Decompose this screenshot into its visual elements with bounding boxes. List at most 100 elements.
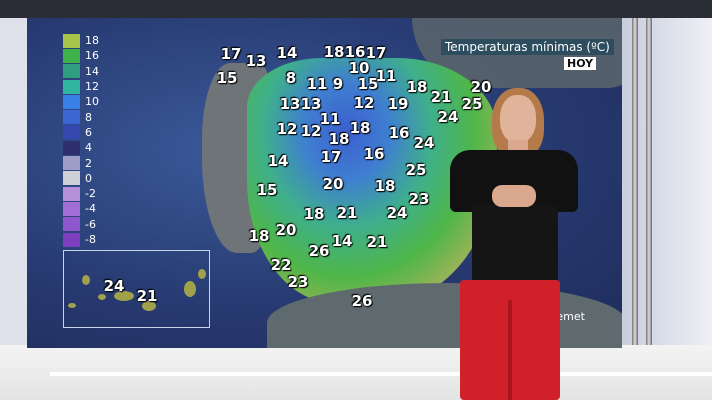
- temperature-label: 15: [357, 75, 379, 93]
- legend-label: 10: [85, 95, 99, 109]
- temperature-label: 24: [413, 134, 435, 152]
- temperature-label: 17: [320, 148, 342, 166]
- pillar: [632, 18, 638, 363]
- legend-swatch: [63, 140, 80, 155]
- temperature-label: 24: [103, 277, 125, 295]
- legend-swatch: [63, 64, 80, 79]
- temperature-label: 25: [405, 161, 427, 179]
- map-title: Temperaturas mínimas (ºC): [441, 39, 614, 55]
- day-badge: HOY: [564, 57, 597, 70]
- temperature-label: 17: [220, 45, 242, 63]
- legend-swatch: [63, 48, 80, 63]
- legend-entry: -2: [63, 186, 99, 201]
- legend-label: 0: [85, 171, 92, 185]
- legend-entry: 18: [63, 33, 99, 48]
- legend-label: -6: [85, 217, 96, 231]
- temperature-label: 14: [267, 152, 289, 170]
- temperature-label: 25: [461, 95, 483, 113]
- legend-label: 12: [85, 80, 99, 94]
- temperature-label: 13: [300, 95, 322, 113]
- temperature-label: 21: [336, 204, 358, 222]
- temperature-label: 16: [344, 43, 366, 61]
- temperature-label: 24: [437, 108, 459, 126]
- temperature-label: 21: [430, 88, 452, 106]
- legend-entry: 12: [63, 79, 99, 94]
- legend-label: 8: [85, 110, 92, 124]
- temperature-label: 13: [279, 95, 301, 113]
- legend-entry: -6: [63, 217, 99, 232]
- temperature-label: 18: [374, 177, 396, 195]
- temperature-label: 18: [303, 205, 325, 223]
- temperature-label: 15: [256, 181, 278, 199]
- temperature-label: 17: [365, 44, 387, 62]
- temperature-label: 11: [375, 67, 397, 85]
- legend-label: 4: [85, 141, 92, 155]
- temperature-label: 18: [323, 43, 345, 61]
- temperature-label: 26: [308, 242, 330, 260]
- temperature-label: 26: [351, 292, 373, 310]
- pillar: [646, 18, 652, 363]
- temperature-label: 13: [245, 52, 267, 70]
- canary-islands-inset: [63, 250, 210, 328]
- legend-swatch: [63, 125, 80, 140]
- legend-label: 18: [85, 34, 99, 48]
- legend-label: 6: [85, 125, 92, 139]
- temperature-label: 8: [285, 69, 297, 87]
- africa-land: [267, 283, 622, 348]
- legend-label: 16: [85, 49, 99, 63]
- legend-swatch: [63, 171, 80, 186]
- legend-swatch: [63, 156, 80, 171]
- legend-label: 2: [85, 156, 92, 170]
- temperature-label: 18: [349, 119, 371, 137]
- legend-swatch: [63, 201, 80, 216]
- studio-background: [622, 18, 712, 363]
- temperature-label: 23: [287, 273, 309, 291]
- temperature-label: 12: [276, 120, 298, 138]
- temperature-label: 23: [408, 190, 430, 208]
- temperature-label: 18: [248, 227, 270, 245]
- legend-label: -2: [85, 187, 96, 201]
- legend-entry: 8: [63, 109, 99, 125]
- legend-swatch: [63, 232, 80, 247]
- floor-line: [50, 372, 712, 376]
- legend-entry: -4: [63, 201, 99, 216]
- temperature-label: 9: [332, 75, 344, 93]
- legend-swatch: [63, 186, 80, 201]
- temperature-label: 14: [276, 44, 298, 62]
- temperature-label: 18: [328, 130, 350, 148]
- legend-swatch: [63, 94, 80, 109]
- temperature-label: 12: [300, 122, 322, 140]
- temperature-label: 20: [275, 221, 297, 239]
- temperature-label: 21: [366, 233, 388, 251]
- temperature-label: 20: [322, 175, 344, 193]
- legend-label: -8: [85, 233, 96, 246]
- legend-swatch: [63, 79, 80, 94]
- temperature-label: 21: [136, 287, 158, 305]
- legend-swatch: [63, 33, 80, 48]
- color-legend: 18 16 14 12 10 8 6 4 2 0 -2 -4 -6 -8: [63, 33, 99, 247]
- legend-swatch: [63, 217, 80, 232]
- temperature-label: 16: [388, 124, 410, 142]
- legend-entry: 6: [63, 125, 99, 140]
- legend-entry: 4: [63, 140, 99, 155]
- legend-label: 14: [85, 64, 99, 78]
- temperature-label: 14: [331, 232, 353, 250]
- legend-entry: 0: [63, 171, 99, 186]
- temperature-label: 22: [270, 256, 292, 274]
- legend-swatch: [63, 110, 80, 125]
- temperature-label: 11: [306, 75, 328, 93]
- legend-label: -4: [85, 202, 96, 216]
- temperature-label: 15: [216, 69, 238, 87]
- temperature-label: 16: [363, 145, 385, 163]
- temperature-label: 19: [387, 95, 409, 113]
- legend-entry: 16: [63, 48, 99, 63]
- temperature-label: 18: [406, 78, 428, 96]
- legend-entry: 14: [63, 64, 99, 79]
- top-bar: [0, 0, 712, 18]
- temperature-label: 20: [470, 78, 492, 96]
- legend-entry: 2: [63, 155, 99, 171]
- temperature-label: 24: [386, 204, 408, 222]
- legend-entry: 10: [63, 94, 99, 109]
- legend-entry: -8: [63, 232, 99, 247]
- temperature-label: 10: [348, 59, 370, 77]
